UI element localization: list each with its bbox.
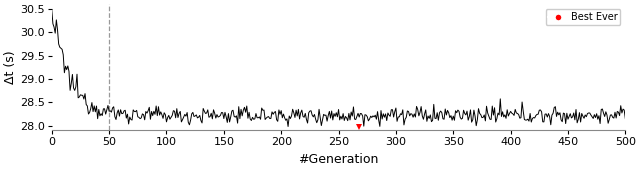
Legend: Best Ever: Best Ever bbox=[545, 9, 620, 25]
Y-axis label: Δt (s): Δt (s) bbox=[4, 50, 17, 84]
X-axis label: #Generation: #Generation bbox=[298, 153, 379, 166]
